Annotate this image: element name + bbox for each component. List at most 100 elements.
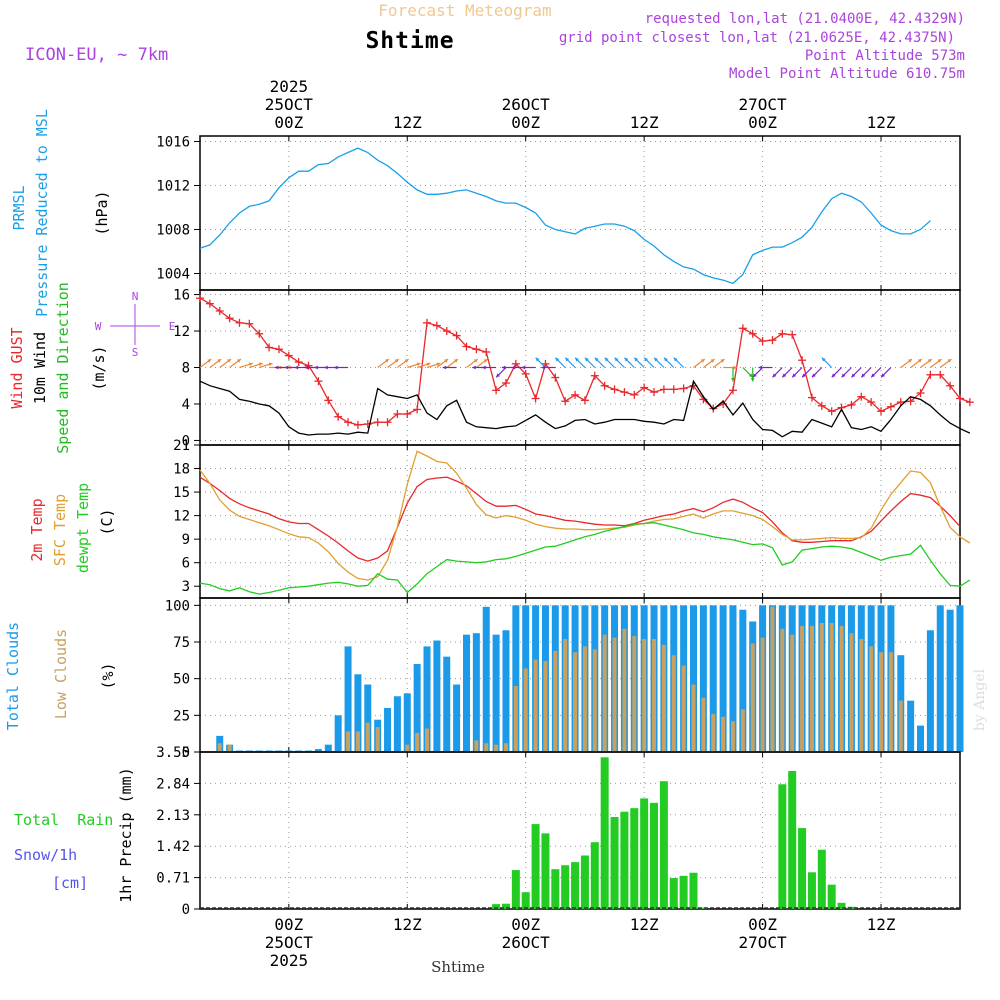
wind-direction-arrow [900,358,913,368]
gust-marker [926,370,935,379]
gust-marker [679,384,688,393]
gust-marker [630,390,639,399]
arrow-head [258,362,263,367]
gust-marker [423,318,432,327]
arrow-head [731,377,735,382]
temp2m-label: 2m Temp [28,498,46,561]
total-cloud-bar [462,634,470,752]
gust-marker [492,386,501,395]
total-cloud-bar [946,609,954,752]
temperature-panel: 3 6 9 12 15 18 21 [173,438,971,599]
arrow-head [841,373,846,378]
low-cloud-bar [809,625,814,752]
gust-marker [669,385,678,394]
gust-marker [827,407,836,416]
low-cloud-bar [701,697,706,752]
y-tick-label: 75 [173,635,190,651]
low-cloud-bar [612,637,617,752]
arrow-head [585,357,589,362]
arrow-head [284,365,289,370]
total-cloud-bar [314,749,322,752]
pressure-msl-label: Pressure Reduced to MSL [33,109,51,317]
arrow-head [881,373,885,378]
bottom-axis-label: 12Z [393,915,422,934]
top-axis-label: 2025 [270,77,309,96]
low-cloud-bar [503,743,508,752]
rain-bar [511,870,520,909]
total-cloud-bar [502,630,510,752]
y-tick-label: 4 [182,397,190,413]
arrow-head [496,373,501,378]
arrow-head [733,365,738,370]
arrow-head [511,365,516,370]
total-cloud-bar [719,605,727,752]
wind-direction-arrow [723,365,738,370]
gust-marker [235,318,244,327]
total-cloud-bar [364,684,372,752]
y-tick-label: 1004 [156,267,190,283]
clouds-panel-label: Total Clouds Low Clouds (%) [4,622,117,730]
arrow-head [334,365,338,370]
wind-direction-arrow [614,357,625,368]
wind-direction-arrow [259,362,273,369]
y-tick-label: 1008 [156,223,190,239]
arrow-head [404,359,409,363]
gust-marker [877,407,886,416]
rain-bar [630,808,639,909]
low-cloud-bar [405,744,410,752]
prmsl-label: PRMSL [10,185,28,230]
bottom-axis-label: 00Z [748,915,777,934]
wind-direction-arrow [219,358,232,368]
low-cloud-bar [494,744,499,752]
wind-direction-arrow [742,367,754,378]
y-tick-label: 16 [173,288,190,304]
top-axis-label: 12Z [393,113,422,132]
gust-marker [916,389,925,398]
pressure-panel: 1004 1008 1012 1016 [156,135,961,291]
low-cloud-bar [425,728,430,752]
rain-bar [541,833,550,909]
low-cloud-bar [642,639,647,752]
arrow-head [594,357,599,362]
gust-marker [245,319,254,328]
bottom-axis-label: 2025 [270,951,309,970]
gust-marker [393,410,402,418]
gust-marker [580,396,589,405]
total-cloud-bar [324,744,332,752]
rain-bar [640,798,649,909]
low-cloud-bar [691,684,696,752]
wind-direction-arrow [791,367,803,378]
arrow-head [555,357,560,362]
total-cloud-bar [413,664,421,752]
low-cloud-bar [671,655,676,752]
low-cloud-bar [533,659,538,752]
gust-marker [196,294,204,303]
y-tick-label: 6 [182,556,190,572]
rain-bar [699,907,708,909]
arrow-head [720,359,725,363]
rain-bar [561,865,570,909]
arrow-head [663,357,668,362]
y-tick-label: 0 [182,433,190,449]
arrow-head [226,359,231,363]
total-cloud-bar [334,715,342,752]
wind-direction-arrow [841,367,852,378]
y-tick-label: 0 [182,902,190,918]
gust-marker [748,329,757,338]
total-cloud-bar [354,674,362,752]
arrow-head [947,359,952,363]
wind-unit-label: (m/s) [90,345,108,390]
arrow-head [908,359,912,363]
y-tick-label: 12 [173,509,190,525]
arrow-head [624,357,629,362]
gust-marker [541,359,550,368]
temperature-panel-label: 2m Temp SFC Temp dewpt Temp (C) [28,483,116,573]
sfc-temp-label: SFC Temp [51,494,69,566]
low-cloud-bar [563,639,568,752]
y-tick-label: 12 [173,324,190,340]
gust-marker [620,388,629,397]
total-cloud-bar [739,609,747,752]
pressure-panel-label: PRMSL Pressure Reduced to MSL (hPa) [10,109,111,317]
gust-marker [482,348,491,356]
